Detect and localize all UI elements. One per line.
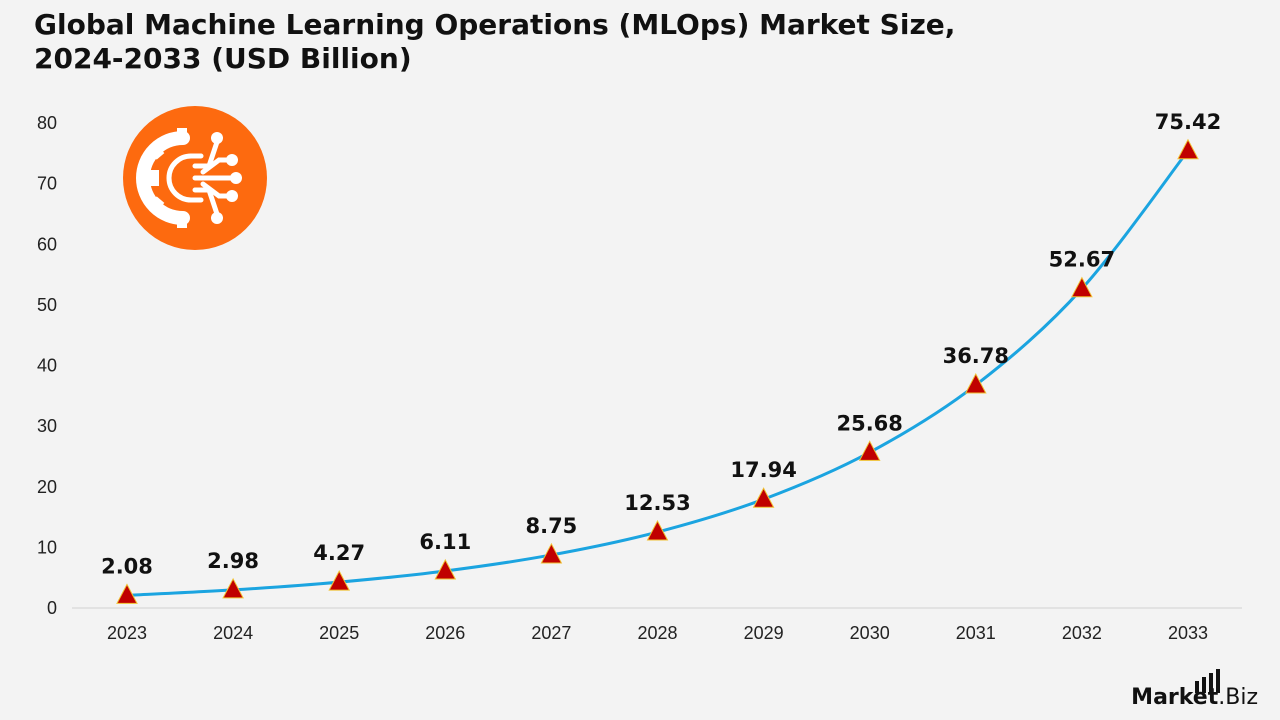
x-tick-label: 2027 [531, 623, 571, 643]
ai-gear-circuit-icon [123, 106, 267, 250]
data-marker [858, 440, 881, 461]
data-marker [116, 583, 138, 604]
data-marker [646, 519, 669, 541]
data-label: 8.75 [525, 514, 577, 538]
data-label: 2.08 [101, 554, 153, 578]
data-label: 4.27 [313, 541, 365, 565]
x-tick-label: 2031 [956, 623, 996, 643]
y-tick-label: 10 [37, 537, 57, 557]
data-markers [116, 138, 1199, 604]
data-marker [1177, 138, 1199, 160]
y-tick-label: 60 [37, 234, 57, 254]
data-label: 2.98 [207, 549, 259, 573]
chart-title: Global Machine Learning Operations (MLOp… [34, 8, 1134, 76]
chart-title-line2: 2024-2033 (USD Billion) [34, 42, 412, 75]
data-labels: 2.08 2.98 4.27 6.11 8.75 12.53 17.94 25.68 36.78… [101, 110, 1221, 579]
data-label: 6.11 [419, 530, 471, 554]
data-marker [434, 558, 457, 580]
y-tick-label: 30 [37, 416, 57, 436]
x-tick-label: 2029 [744, 623, 784, 643]
data-marker [752, 487, 775, 508]
data-marker [1071, 276, 1093, 298]
x-tick-label: 2023 [107, 623, 147, 643]
x-tick-label: 2024 [213, 623, 253, 643]
x-tick-label: 2025 [319, 623, 359, 643]
y-tick-label: 40 [37, 356, 57, 376]
data-label: 52.67 [1049, 248, 1115, 272]
data-label: 25.68 [836, 411, 902, 435]
marketbiz-logo: Market .Biz [1131, 669, 1258, 710]
y-tick-label: 0 [47, 598, 57, 618]
data-marker [540, 542, 563, 564]
data-marker [964, 372, 987, 394]
brand-suffix: .Biz [1218, 685, 1258, 710]
data-label: 17.94 [730, 458, 796, 482]
x-tick-label: 2026 [425, 623, 465, 643]
series-line [126, 149, 1190, 597]
y-axis-ticks: 0 10 20 30 40 50 60 70 80 [37, 113, 57, 618]
chart-title-line1: Global Machine Learning Operations (MLOp… [34, 8, 956, 41]
x-tick-label: 2032 [1062, 623, 1102, 643]
data-label: 36.78 [943, 344, 1009, 368]
x-tick-label: 2030 [850, 623, 890, 643]
y-tick-label: 80 [37, 113, 57, 133]
data-label: 12.53 [624, 491, 690, 515]
y-tick-label: 50 [37, 295, 57, 315]
data-marker [328, 570, 351, 591]
y-tick-label: 70 [37, 174, 57, 194]
data-label: 75.42 [1155, 110, 1221, 134]
data-marker [222, 577, 244, 599]
x-tick-label: 2028 [637, 623, 677, 643]
x-tick-label: 2033 [1168, 623, 1208, 643]
x-axis-ticks: 2023 2024 2025 2026 2027 2028 2029 2030 2031 2032… [107, 623, 1208, 643]
y-tick-label: 20 [37, 477, 57, 497]
signal-bars-icon [1195, 669, 1221, 693]
